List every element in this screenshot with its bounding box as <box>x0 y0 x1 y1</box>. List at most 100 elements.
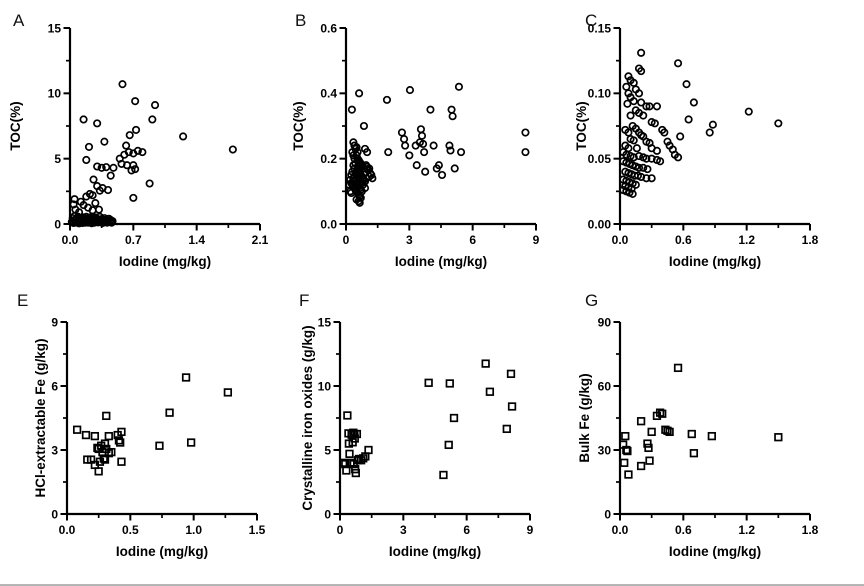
x-tick-label: 1.5 <box>249 523 266 537</box>
data-point <box>521 128 530 137</box>
data-point <box>624 470 633 479</box>
data-point <box>665 427 674 437</box>
data-point <box>647 154 656 163</box>
data-point <box>655 408 665 417</box>
data-point <box>429 141 438 150</box>
y-tick-label: 0.0 <box>320 217 337 231</box>
data-point <box>181 373 191 382</box>
data-point <box>165 408 174 417</box>
data-point <box>684 115 693 124</box>
data-point <box>368 174 377 183</box>
data-point <box>658 409 667 418</box>
data-point <box>661 425 670 434</box>
data-point <box>417 131 427 140</box>
data-point <box>629 136 638 145</box>
data-point <box>624 72 633 81</box>
data-point <box>682 80 691 89</box>
data-point <box>148 115 157 124</box>
data-point <box>400 135 409 144</box>
data-point <box>91 199 100 208</box>
data-point <box>81 430 91 440</box>
data-point <box>131 125 141 134</box>
data-point <box>637 67 646 76</box>
data-point <box>656 157 665 166</box>
data-point <box>420 148 429 157</box>
data-point <box>345 449 354 458</box>
data-point <box>674 153 683 162</box>
data-point <box>628 189 637 198</box>
data-point <box>351 468 360 478</box>
data-point <box>100 137 109 146</box>
data-point <box>439 470 448 480</box>
x-tick-label: 0.6 <box>675 233 692 247</box>
panel-e: E 0 3 6 9 0.0 0.5 1.0 1.5 Iodine (mg/kg) HCl-extr… <box>0 290 288 586</box>
data-point <box>90 431 100 441</box>
panel-a-plot: 0 5 10 15 0.0 0.7 1.4 2.1 Iodine (mg/kg) TOC(%) <box>8 21 269 269</box>
data-point <box>642 154 651 163</box>
x-tick-label: 0.6 <box>675 523 692 537</box>
data-point <box>352 143 361 152</box>
data-point <box>412 161 421 170</box>
data-point <box>109 163 118 172</box>
data-point <box>102 163 111 172</box>
data-point <box>426 105 435 114</box>
x-tick-label: 1.2 <box>738 523 755 537</box>
data-point <box>687 429 696 439</box>
data-point <box>485 387 495 396</box>
data-point <box>421 167 430 176</box>
data-point <box>449 413 459 423</box>
panel-b-letter: B <box>295 11 307 30</box>
data-point <box>424 378 433 387</box>
data-point <box>637 172 646 182</box>
data-point <box>363 148 372 157</box>
panel-e-plot: 0 3 6 9 0.0 0.5 1.0 1.5 Iodine (mg/kg) HCl-extrac… <box>33 315 266 559</box>
data-point <box>124 148 133 157</box>
data-point <box>434 161 443 170</box>
data-point <box>637 48 646 57</box>
data-point <box>84 142 94 151</box>
data-point <box>103 185 113 195</box>
data-point <box>70 195 79 204</box>
x-tick-label: 0.5 <box>122 523 139 537</box>
x-tick-label: 0 <box>337 523 344 537</box>
data-point <box>186 438 196 447</box>
data-point <box>79 115 88 124</box>
data-point <box>228 145 237 154</box>
y-tick-label: 9 <box>51 315 58 329</box>
y-tick-label: 0.6 <box>320 21 337 35</box>
panel-a: A 0 5 10 15 0.0 0.7 1.4 2.1 Iodine (mg/kg) TOC(%) <box>0 0 288 290</box>
data-point <box>445 379 454 388</box>
x-tick-label: 3 <box>406 233 413 247</box>
x-tick-label: 1.8 <box>802 233 819 247</box>
x-tick-label: 0 <box>343 233 350 247</box>
data-point <box>445 141 454 150</box>
y-tick-label: 0 <box>51 507 58 521</box>
axis-frame <box>338 322 530 516</box>
x-tick-label: 2.1 <box>252 233 269 247</box>
data-point <box>416 125 425 134</box>
data-point <box>446 146 455 155</box>
data-point <box>401 141 410 150</box>
data-point <box>506 369 516 378</box>
data-point <box>131 97 140 106</box>
data-point <box>708 120 717 129</box>
data-point <box>634 163 644 172</box>
data-point <box>639 111 648 120</box>
data-point <box>645 456 654 465</box>
panel-g-letter: G <box>585 291 599 310</box>
y-axis-title: HCl-extractable Fe (g/kg) <box>33 338 48 497</box>
data-point <box>74 208 84 217</box>
data-point <box>663 426 672 435</box>
y-axis-title: TOC(%) <box>291 101 306 150</box>
y-tick-label: 3 <box>51 443 58 457</box>
data-point <box>397 128 406 137</box>
data-point <box>457 148 466 157</box>
x-tick-label: 1.8 <box>802 523 819 537</box>
data-point <box>352 429 362 439</box>
data-point <box>454 82 463 91</box>
data-point <box>405 86 415 95</box>
data-point <box>179 132 188 141</box>
data-point <box>89 175 98 184</box>
y-tick-label: 0.10 <box>588 87 612 101</box>
data-point <box>707 431 716 441</box>
